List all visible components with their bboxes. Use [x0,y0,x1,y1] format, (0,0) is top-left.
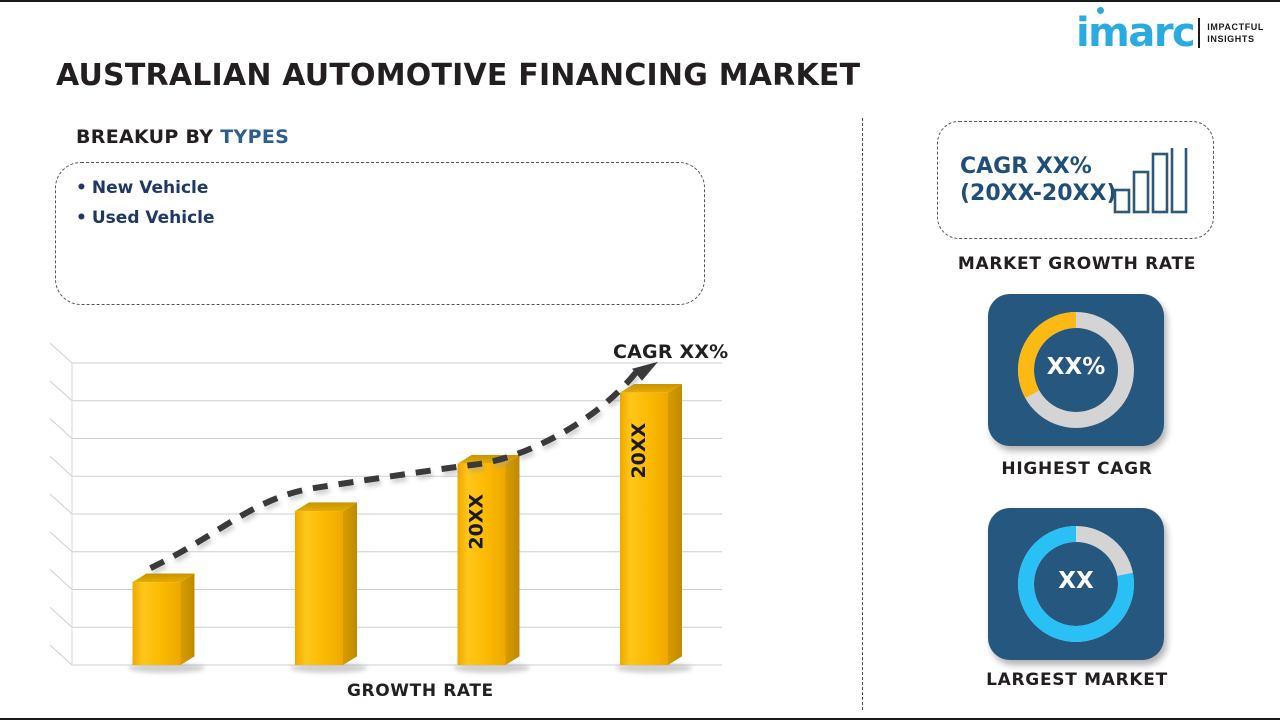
cagr-line2: (20XX-20XX) [960,181,1117,206]
types-dashed-box [55,162,705,305]
list-item-label: Used Vehicle [91,208,215,228]
market-growth-rate-caption: MARKET GROWTH RATE [957,254,1197,274]
logo-wordmark: imarc [1075,10,1196,56]
largest-market-donut-icon [1018,526,1134,642]
bar-chart-icon [1113,148,1188,214]
cagr-line1: CAGR XX% [960,154,1092,179]
highest-cagr-card: XX% [988,294,1164,446]
svg-text:20XX: 20XX [466,494,488,550]
list-item: • Used Vehicle [76,203,215,233]
logo-tagline-line1: IMPACTFUL [1207,22,1264,32]
breakup-heading-prefix: BREAKUP BY [76,126,221,148]
breakup-heading: BREAKUP BY TYPES [76,126,289,148]
highest-cagr-value: XX% [1046,354,1106,380]
imarc-logo: imarc IMPACTFUL INSIGHTS [1075,7,1264,56]
bottom-rule [0,718,1280,720]
cagr-text: CAGR XX% (20XX-20XX) [960,153,1117,207]
bullet-icon: • [76,208,87,228]
cagr-dashed-box: CAGR XX% (20XX-20XX) [937,121,1214,239]
breakup-heading-accent: TYPES [220,126,290,148]
panel-divider [862,118,863,710]
chart-trend-label: CAGR XX% [613,341,729,363]
chart-x-axis-label: GROWTH RATE [347,681,494,701]
top-rule [0,0,1280,2]
highest-cagr-caption: HIGHEST CAGR [1001,459,1153,479]
chart-svg: 20XX 20XX [50,342,722,673]
list-item-label: New Vehicle [91,178,209,198]
growth-rate-chart: 20XX 20XX [50,325,770,710]
page-title: AUSTRALIAN AUTOMOTIVE FINANCING MARKET [56,58,861,93]
svg-text:20XX: 20XX [628,422,650,478]
largest-market-card: XX [988,508,1164,660]
bullet-icon: • [76,178,87,198]
highest-cagr-donut-icon [1018,312,1134,428]
largest-market-value: XX [1058,568,1094,594]
types-list: • New Vehicle • Used Vehicle [76,173,215,233]
logo-divider [1198,18,1201,48]
logo-tagline-line2: INSIGHTS [1207,34,1255,44]
list-item: • New Vehicle [76,173,215,203]
logo-tagline: IMPACTFUL INSIGHTS [1207,21,1264,45]
largest-market-caption: LARGEST MARKET [986,670,1168,690]
logo-dot-icon [1096,7,1104,14]
